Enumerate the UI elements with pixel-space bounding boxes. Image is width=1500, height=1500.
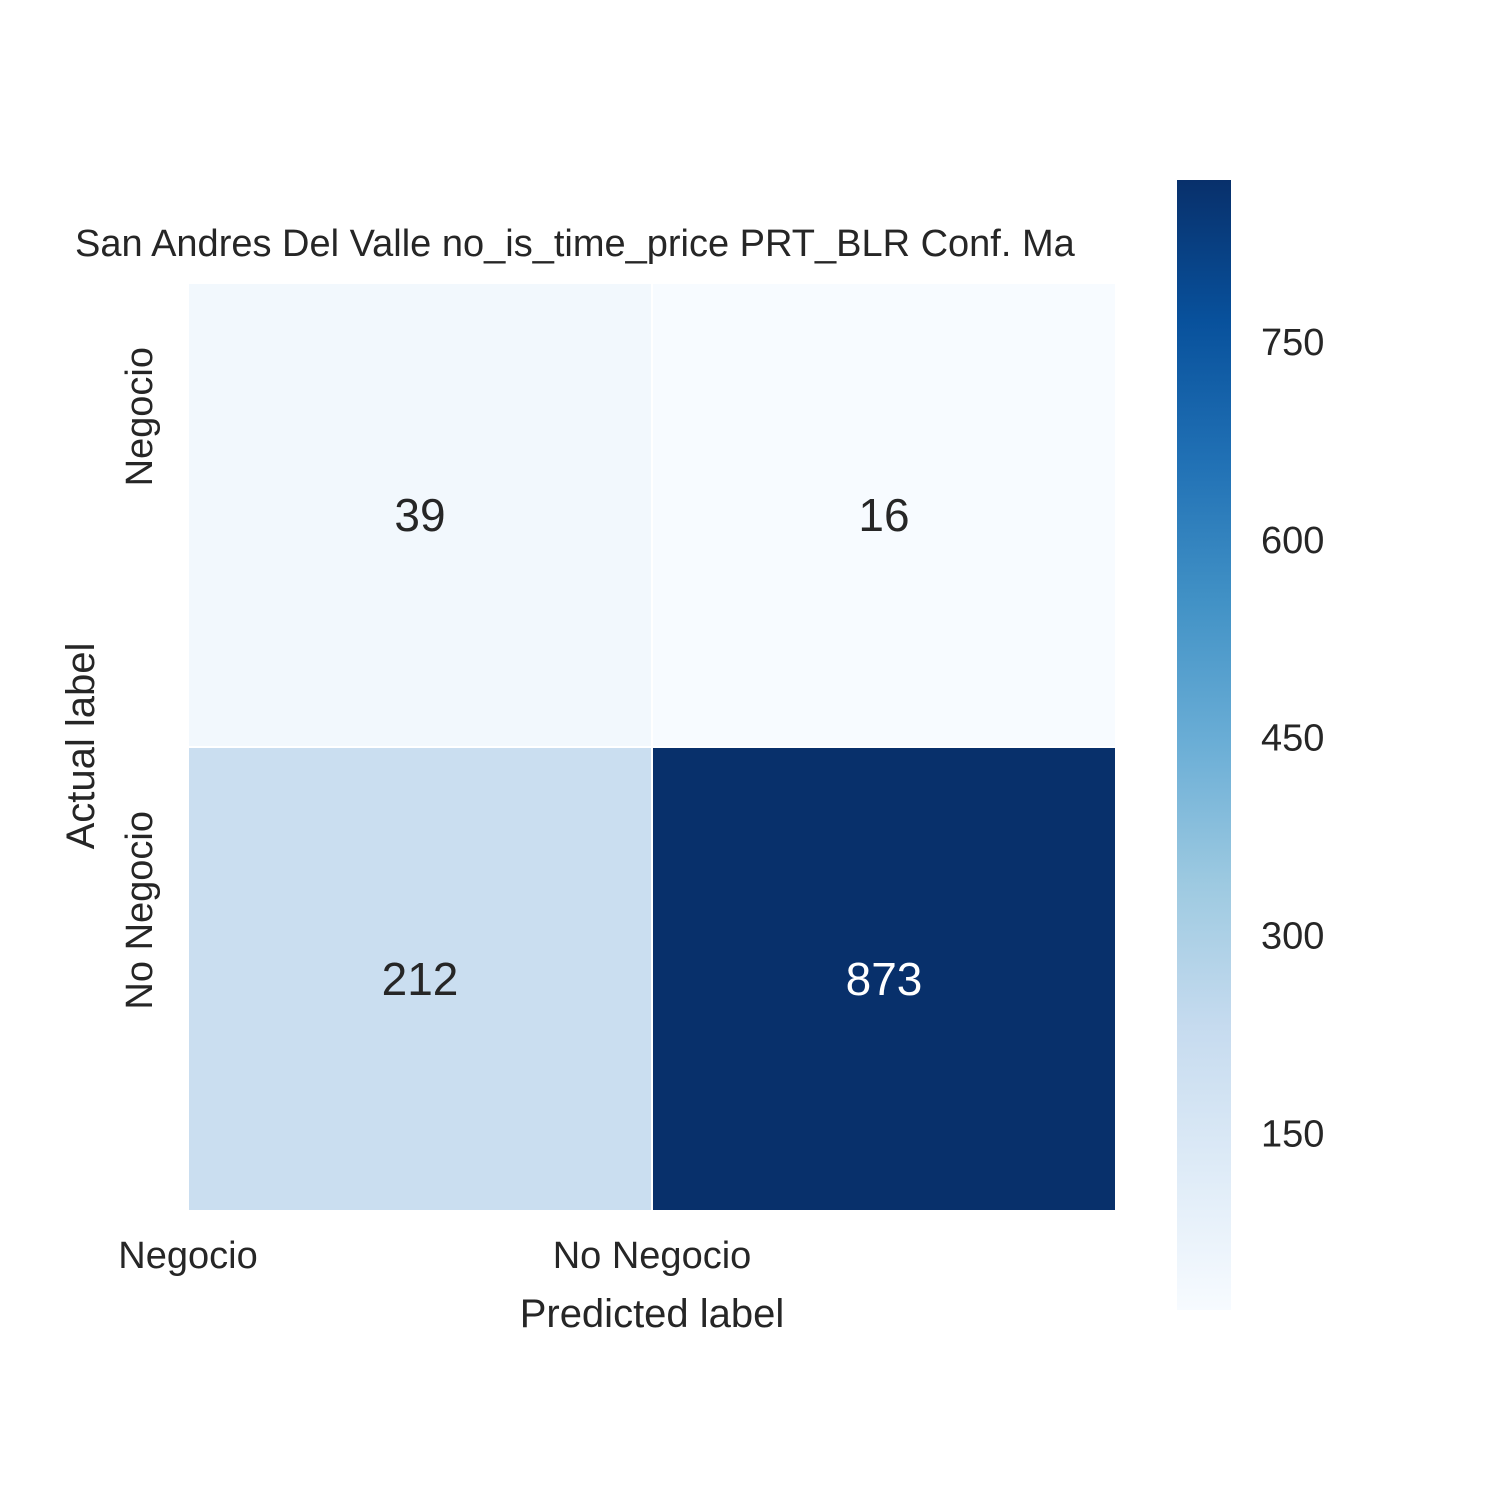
- cell-value-label: 39: [394, 489, 445, 541]
- heatmap-cell: [651, 282, 1117, 748]
- y-tick-label: Negocio: [119, 347, 161, 486]
- x-tick-label: No Negocio: [553, 1235, 752, 1277]
- y-tick-labels: Negocio No Negocio: [119, 347, 161, 1010]
- x-tick-labels: Negocio No Negocio: [118, 1235, 751, 1277]
- heatmap-cells: [187, 282, 1117, 1212]
- colorbar-tick-labels: 150 300 450 600 750: [1261, 322, 1324, 1155]
- colorbar-tick-label: 150: [1261, 1113, 1324, 1155]
- cell-value-label: 873: [846, 953, 923, 1005]
- cell-value-label: 212: [382, 953, 459, 1005]
- y-tick-label: No Negocio: [119, 811, 161, 1010]
- x-tick-label: Negocio: [118, 1235, 257, 1277]
- heatmap-cell: [187, 282, 653, 748]
- x-axis-label: Predicted label: [520, 1292, 785, 1336]
- chart-title: San Andres Del Valle no_is_time_price PR…: [75, 223, 1076, 265]
- y-axis-label: Actual label: [59, 643, 103, 850]
- heatmap-cell: [187, 746, 653, 1212]
- colorbar-tick-label: 750: [1261, 322, 1324, 364]
- colorbar-tick-label: 450: [1261, 718, 1324, 760]
- colorbar-tick-label: 300: [1261, 916, 1324, 958]
- colorbar: [1177, 180, 1231, 1310]
- cell-value-label: 16: [858, 489, 909, 541]
- cell-value-labels: 39 16 212 873: [382, 489, 923, 1005]
- colorbar-tick-label: 600: [1261, 520, 1324, 562]
- heatmap-cell: [651, 746, 1117, 1212]
